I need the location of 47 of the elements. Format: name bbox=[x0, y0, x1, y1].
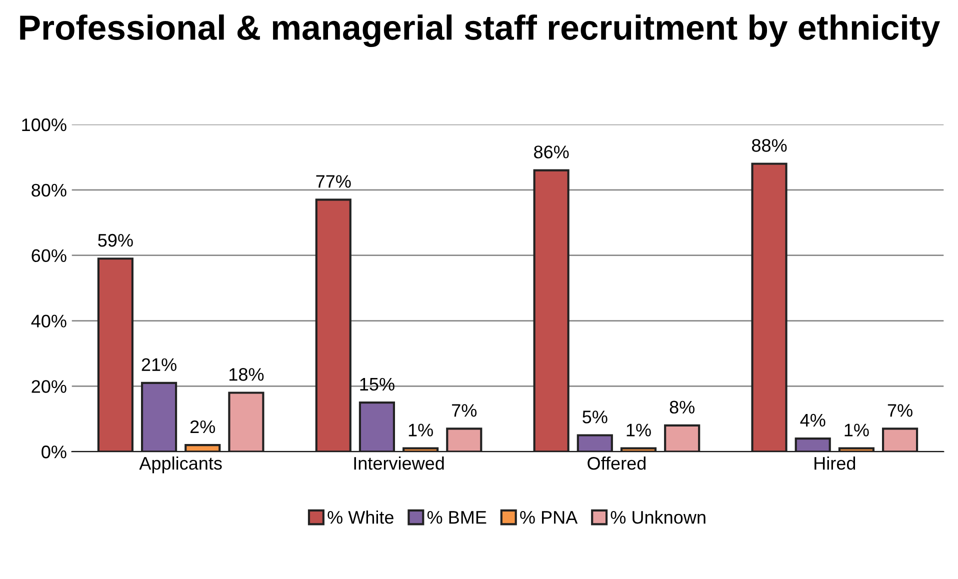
bar bbox=[358, 402, 396, 452]
y-tick-label: 0% bbox=[42, 446, 66, 458]
data-label: 1% bbox=[408, 424, 433, 436]
data-label: 15% bbox=[360, 378, 394, 391]
data-label: 4% bbox=[800, 414, 826, 427]
data-label: 21% bbox=[142, 358, 176, 371]
data-label: 7% bbox=[888, 404, 912, 417]
bar bbox=[402, 447, 439, 452]
data-label: 8% bbox=[670, 400, 694, 414]
data-label: 18% bbox=[230, 368, 264, 381]
y-tick-label: 20% bbox=[32, 380, 66, 393]
bar bbox=[620, 447, 657, 452]
bar bbox=[315, 198, 352, 452]
y-tick-label: 80% bbox=[32, 184, 66, 197]
bar bbox=[97, 258, 134, 452]
bar bbox=[533, 169, 570, 452]
x-tick-label: Hired bbox=[814, 456, 856, 470]
bar bbox=[576, 434, 613, 452]
legend-label: % White bbox=[328, 510, 394, 524]
y-tick-label: 40% bbox=[31, 314, 66, 328]
y-tick-label: 100% bbox=[22, 118, 66, 132]
y-tick-label: 60% bbox=[32, 249, 66, 262]
bar bbox=[838, 447, 874, 452]
x-tick-label: Interviewed bbox=[354, 456, 444, 470]
data-label: 1% bbox=[844, 424, 869, 436]
legend-label: % PNA bbox=[520, 511, 578, 524]
data-label: 59% bbox=[98, 234, 133, 247]
x-tick-label: Offered bbox=[588, 456, 646, 470]
data-label: 2% bbox=[190, 420, 216, 434]
data-label: 7% bbox=[452, 404, 477, 417]
data-label: 1% bbox=[626, 424, 651, 436]
bar bbox=[184, 444, 221, 452]
data-label: 86% bbox=[534, 146, 569, 158]
bar bbox=[882, 428, 918, 452]
bar bbox=[228, 392, 264, 452]
legend-label: % BME bbox=[427, 511, 486, 524]
legend-label: % Unknown bbox=[610, 510, 706, 524]
bar bbox=[140, 382, 178, 452]
x-tick-label: Applicants bbox=[139, 456, 222, 474]
bar bbox=[664, 424, 700, 452]
data-label: 5% bbox=[582, 410, 608, 424]
chart-title: Professional & managerial staff recruitment by ethnicity bbox=[20, 14, 940, 47]
data-label: 88% bbox=[752, 139, 787, 152]
bar bbox=[751, 162, 788, 452]
bar bbox=[794, 437, 831, 452]
bar bbox=[446, 428, 482, 452]
data-label: 77% bbox=[316, 175, 351, 188]
